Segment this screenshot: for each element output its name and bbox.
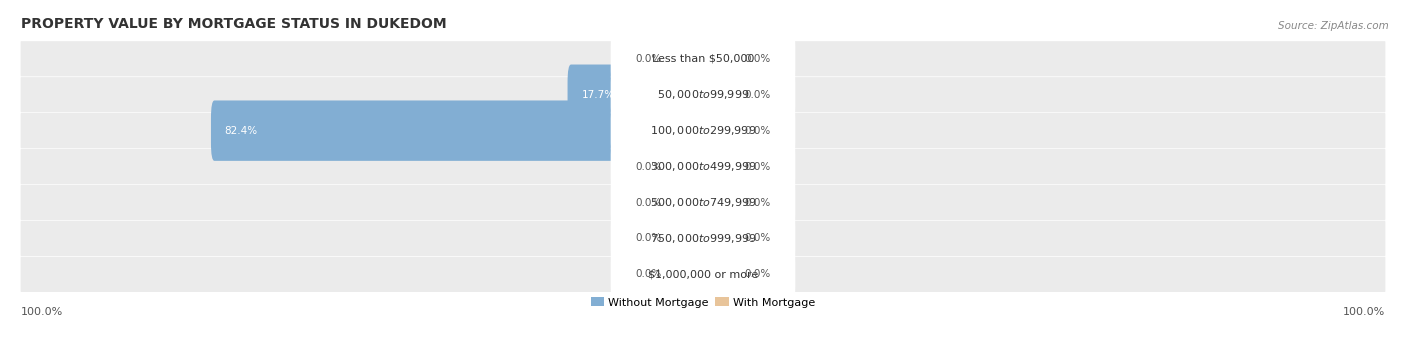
Text: 0.0%: 0.0% [744,126,770,136]
Text: $300,000 to $499,999: $300,000 to $499,999 [650,160,756,173]
FancyBboxPatch shape [665,244,706,305]
Text: $500,000 to $749,999: $500,000 to $749,999 [650,196,756,209]
FancyBboxPatch shape [700,65,741,125]
FancyBboxPatch shape [665,136,706,197]
Text: 100.0%: 100.0% [21,307,63,318]
FancyBboxPatch shape [21,257,1385,292]
Text: 0.0%: 0.0% [636,269,662,279]
Text: 0.0%: 0.0% [636,198,662,207]
FancyBboxPatch shape [21,149,1385,184]
FancyBboxPatch shape [610,104,796,157]
FancyBboxPatch shape [665,29,706,89]
FancyBboxPatch shape [700,136,741,197]
Text: $1,000,000 or more: $1,000,000 or more [648,269,758,279]
FancyBboxPatch shape [610,212,796,265]
Text: 0.0%: 0.0% [636,234,662,243]
Text: 0.0%: 0.0% [744,54,770,64]
Text: Less than $50,000: Less than $50,000 [652,54,754,64]
FancyBboxPatch shape [568,65,706,125]
Text: 0.0%: 0.0% [744,162,770,172]
FancyBboxPatch shape [665,172,706,233]
FancyBboxPatch shape [21,113,1385,148]
Text: 0.0%: 0.0% [636,162,662,172]
Text: 0.0%: 0.0% [744,269,770,279]
Text: 0.0%: 0.0% [636,54,662,64]
FancyBboxPatch shape [700,100,741,161]
FancyBboxPatch shape [21,221,1385,256]
Text: $750,000 to $999,999: $750,000 to $999,999 [650,232,756,245]
Text: 100.0%: 100.0% [1343,307,1385,318]
FancyBboxPatch shape [21,77,1385,112]
FancyBboxPatch shape [211,100,706,161]
Text: $100,000 to $299,999: $100,000 to $299,999 [650,124,756,137]
FancyBboxPatch shape [610,68,796,121]
FancyBboxPatch shape [610,140,796,193]
FancyBboxPatch shape [610,248,796,301]
FancyBboxPatch shape [610,176,796,229]
Text: PROPERTY VALUE BY MORTGAGE STATUS IN DUKEDOM: PROPERTY VALUE BY MORTGAGE STATUS IN DUK… [21,17,447,31]
FancyBboxPatch shape [665,208,706,269]
Text: Source: ZipAtlas.com: Source: ZipAtlas.com [1278,21,1389,31]
FancyBboxPatch shape [21,185,1385,220]
Text: 82.4%: 82.4% [225,126,257,136]
FancyBboxPatch shape [700,208,741,269]
Legend: Without Mortgage, With Mortgage: Without Mortgage, With Mortgage [586,293,820,312]
Text: $50,000 to $99,999: $50,000 to $99,999 [657,88,749,101]
FancyBboxPatch shape [700,244,741,305]
FancyBboxPatch shape [21,41,1385,76]
Text: 0.0%: 0.0% [744,234,770,243]
Text: 0.0%: 0.0% [744,198,770,207]
Text: 17.7%: 17.7% [581,90,614,100]
FancyBboxPatch shape [700,172,741,233]
FancyBboxPatch shape [610,32,796,85]
Text: 0.0%: 0.0% [744,90,770,100]
FancyBboxPatch shape [700,29,741,89]
